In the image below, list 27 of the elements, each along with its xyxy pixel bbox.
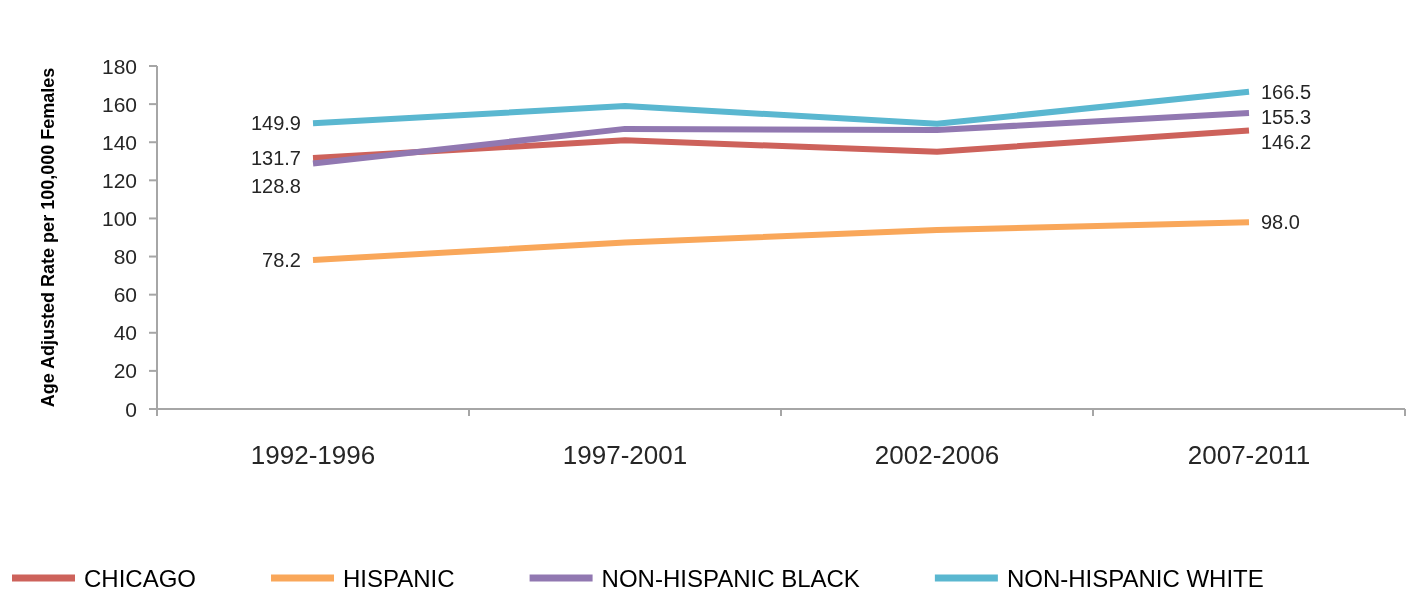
- data-label: 131.7: [250, 147, 301, 170]
- legend-label: NON-HISPANIC BLACK: [601, 564, 860, 592]
- data-label: 166.5: [1261, 80, 1312, 103]
- y-tick-label: 160: [101, 92, 137, 116]
- data-label: 98.0: [1261, 211, 1300, 234]
- y-tick-label: 40: [113, 321, 137, 345]
- y-tick-label: 100: [101, 206, 137, 230]
- y-tick-label: 20: [113, 359, 137, 383]
- y-axis-title: Age Adjusted Rate per 100,000 Females: [38, 67, 58, 408]
- legend-label: HISPANIC: [343, 564, 455, 592]
- x-tick-label: 2007-2011: [1187, 440, 1311, 470]
- data-label: 146.2: [1261, 130, 1312, 153]
- data-label: 78.2: [262, 248, 301, 271]
- y-tick-label: 120: [101, 168, 137, 192]
- data-label: 149.9: [250, 112, 301, 135]
- y-tick-label: 180: [101, 54, 137, 78]
- x-tick-label: 2002-2006: [874, 440, 1000, 470]
- legend-label: CHICAGO: [84, 564, 197, 592]
- data-label: 155.3: [1261, 105, 1312, 128]
- y-tick-label: 140: [101, 130, 137, 154]
- legend-label: NON-HISPANIC WHITE: [1006, 564, 1264, 592]
- x-tick-label: 1992-1996: [250, 440, 376, 470]
- x-tick-label: 1997-2001: [562, 440, 688, 470]
- y-tick-label: 80: [113, 245, 137, 269]
- data-label: 128.8: [250, 175, 301, 198]
- y-tick-label: 0: [125, 397, 137, 421]
- y-tick-label: 60: [113, 283, 137, 307]
